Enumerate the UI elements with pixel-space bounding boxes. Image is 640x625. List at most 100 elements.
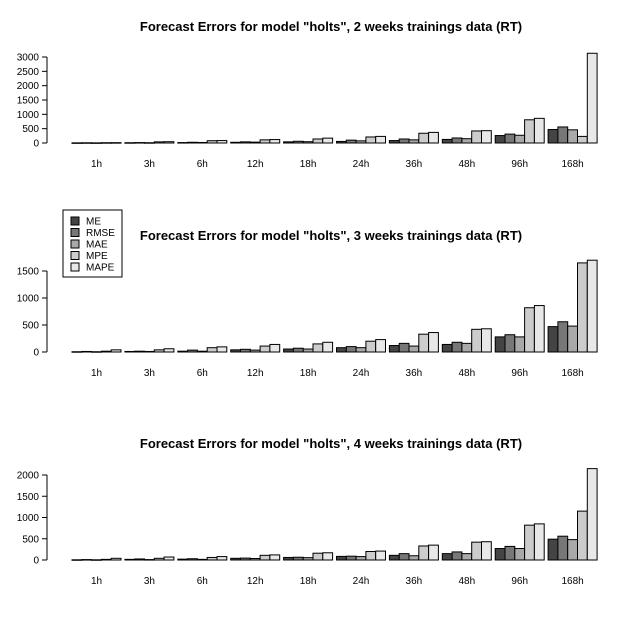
bar-mpe-168h [577, 510, 588, 561]
bar-rmse-3h [134, 142, 145, 144]
y-tick-label: 2000 [17, 471, 40, 482]
bar-rmse-12h [240, 348, 251, 353]
bar-mape-168h [586, 52, 598, 144]
legend-label: MPE [86, 251, 108, 262]
y-tick-label: 3000 [17, 53, 40, 64]
bar-mae-3h [144, 559, 155, 561]
bar-mae-96h [514, 548, 526, 561]
bar-mpe-6h [206, 556, 218, 561]
y-tick-label: 1000 [17, 110, 40, 121]
x-category-label: 3h [144, 368, 155, 379]
bar-mae-3h [144, 350, 155, 353]
bar-me-12h [230, 349, 241, 353]
x-category-label: 36h [406, 576, 423, 587]
bar-mae-24h [355, 347, 367, 353]
bar-mpe-18h [312, 552, 324, 561]
bar-mae-48h [461, 553, 473, 561]
bar-me-1h [71, 351, 83, 353]
bar-mape-168h [586, 468, 598, 561]
bar-mape-96h [533, 305, 545, 353]
legend-swatch [70, 228, 80, 237]
bar-rmse-168h [557, 321, 569, 353]
bar-mae-18h [302, 141, 314, 144]
chart-panel-2: Forecast Errors for model "holts", 3 wee… [17, 228, 598, 379]
bar-mae-96h [514, 336, 526, 353]
bar-mape-12h [269, 554, 281, 561]
bar-rmse-36h [398, 553, 410, 561]
bar-mae-24h [355, 140, 367, 144]
chart-title: Forecast Errors for model "holts", 2 wee… [140, 19, 522, 34]
bar-mape-24h [375, 550, 387, 561]
bar-mpe-96h [524, 524, 535, 561]
bar-me-96h [494, 336, 506, 353]
legend-swatch [70, 239, 80, 249]
bar-mape-168h [586, 259, 598, 353]
bar-mape-3h [163, 141, 175, 144]
x-category-label: 12h [247, 368, 264, 379]
bar-mape-48h [481, 130, 492, 144]
bar-mpe-3h [153, 349, 165, 353]
y-tick-label: 0 [33, 348, 39, 359]
x-category-label: 18h [300, 576, 317, 587]
bar-me-36h [388, 140, 400, 144]
x-category-label: 24h [353, 576, 370, 587]
bar-mae-12h [249, 558, 261, 561]
chart-title: Forecast Errors for model "holts", 3 wee… [140, 228, 522, 243]
bar-rmse-18h [292, 347, 304, 353]
bar-me-18h [283, 556, 294, 561]
bar-mpe-6h [206, 347, 218, 353]
bar-rmse-96h [504, 545, 516, 561]
chart-panel-1: Forecast Errors for model "holts", 2 wee… [17, 19, 598, 170]
bar-rmse-1h [81, 559, 93, 561]
bar-rmse-12h [240, 141, 251, 144]
bar-rmse-1h [81, 350, 93, 353]
bar-mpe-48h [471, 328, 483, 353]
x-category-label: 36h [406, 159, 423, 170]
bar-mae-6h [196, 558, 208, 561]
bar-mpe-24h [365, 136, 377, 144]
bar-me-168h [547, 129, 559, 144]
y-tick-label: 1000 [17, 513, 40, 524]
bar-rmse-3h [134, 558, 145, 561]
bar-mae-18h [302, 557, 314, 561]
y-tick-label: 0 [33, 139, 39, 150]
bar-mae-168h [567, 129, 579, 144]
x-category-label: 24h [353, 159, 370, 170]
bar-mpe-48h [471, 130, 483, 144]
y-tick-label: 1500 [17, 492, 40, 503]
x-category-label: 48h [458, 368, 475, 379]
bar-mape-96h [533, 117, 545, 144]
bar-rmse-96h [504, 133, 516, 144]
x-category-label: 1h [91, 159, 102, 170]
x-category-label: 6h [197, 576, 208, 587]
legend-swatch [70, 251, 80, 260]
bar-mae-168h [567, 539, 579, 561]
bar-mape-18h [322, 341, 334, 353]
x-category-label: 96h [511, 576, 528, 587]
bar-rmse-3h [134, 350, 145, 353]
bar-mape-48h [481, 541, 492, 561]
bar-rmse-96h [504, 334, 516, 353]
bar-mape-3h [163, 556, 175, 561]
bar-rmse-24h [345, 555, 357, 561]
bar-rmse-168h [557, 126, 569, 144]
bar-mpe-12h [259, 139, 271, 144]
bar-mpe-36h [418, 132, 430, 144]
bar-rmse-48h [451, 137, 463, 144]
bar-rmse-1h [81, 142, 93, 144]
x-category-label: 12h [247, 159, 264, 170]
bar-mae-1h [91, 351, 102, 353]
bar-mae-12h [249, 141, 261, 144]
bar-mape-6h [216, 346, 228, 353]
bar-mape-48h [481, 328, 492, 353]
bar-mape-36h [428, 131, 439, 144]
bar-mape-96h [533, 523, 545, 561]
bar-mpe-36h [418, 545, 430, 561]
bar-mape-18h [322, 137, 334, 144]
bar-mape-12h [269, 343, 281, 353]
bar-me-36h [388, 554, 400, 561]
bar-mpe-1h [100, 558, 112, 561]
legend-swatch [70, 262, 80, 272]
bar-me-96h [494, 548, 506, 561]
bar-me-6h [177, 142, 189, 144]
